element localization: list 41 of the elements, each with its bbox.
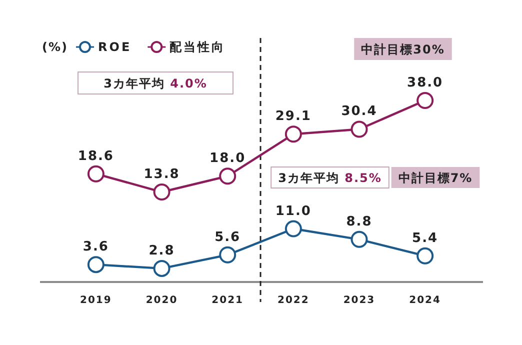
annotation: 中計目標7% xyxy=(391,167,480,188)
data-label: 2.8 xyxy=(148,243,175,258)
data-label: 3.6 xyxy=(82,240,109,255)
point xyxy=(153,184,170,201)
point xyxy=(350,230,368,248)
point xyxy=(416,247,434,264)
data-label: 5.6 xyxy=(214,230,241,245)
data-label: 18.0 xyxy=(210,151,246,166)
point xyxy=(219,246,236,264)
x-tick-label: 2020 xyxy=(146,295,178,306)
point xyxy=(284,220,302,238)
point xyxy=(284,126,302,143)
annotation: 3カ年平均 4.0% xyxy=(104,76,208,90)
x-tick-label: 2024 xyxy=(409,295,441,306)
data-label: 13.8 xyxy=(144,167,180,182)
legend-label: 配当性向 xyxy=(170,40,226,54)
point xyxy=(87,165,104,182)
x-tick-label: 2023 xyxy=(343,295,376,306)
legend-label: ROE xyxy=(98,40,132,54)
y-axis-title: (%) xyxy=(42,40,68,54)
data-label: 8.8 xyxy=(346,214,372,230)
data-label: 11.0 xyxy=(275,204,312,219)
annotation: 中計目標7% xyxy=(398,171,473,185)
point xyxy=(219,168,236,185)
data-label: 5.4 xyxy=(412,230,438,246)
annotation: 3カ年平均 8.5% xyxy=(270,166,390,188)
data-label: 18.6 xyxy=(78,148,114,164)
x-tick-label: 2022 xyxy=(278,295,310,306)
annotation: 中計目標30% xyxy=(354,38,452,60)
data-label: 30.4 xyxy=(341,104,378,120)
x-tick-label: 2019 xyxy=(80,295,112,306)
point xyxy=(153,260,170,277)
point xyxy=(350,120,368,138)
point xyxy=(87,256,104,274)
annotation: 中計目標30% xyxy=(361,42,445,56)
annotation: 3カ年平均 4.0% xyxy=(78,72,234,94)
data-label: 29.1 xyxy=(275,109,312,124)
annotation: 3カ年平均 8.5% xyxy=(278,171,382,185)
x-tick-label: 2021 xyxy=(212,295,244,306)
data-label: 38.0 xyxy=(407,76,444,90)
point xyxy=(416,92,434,109)
